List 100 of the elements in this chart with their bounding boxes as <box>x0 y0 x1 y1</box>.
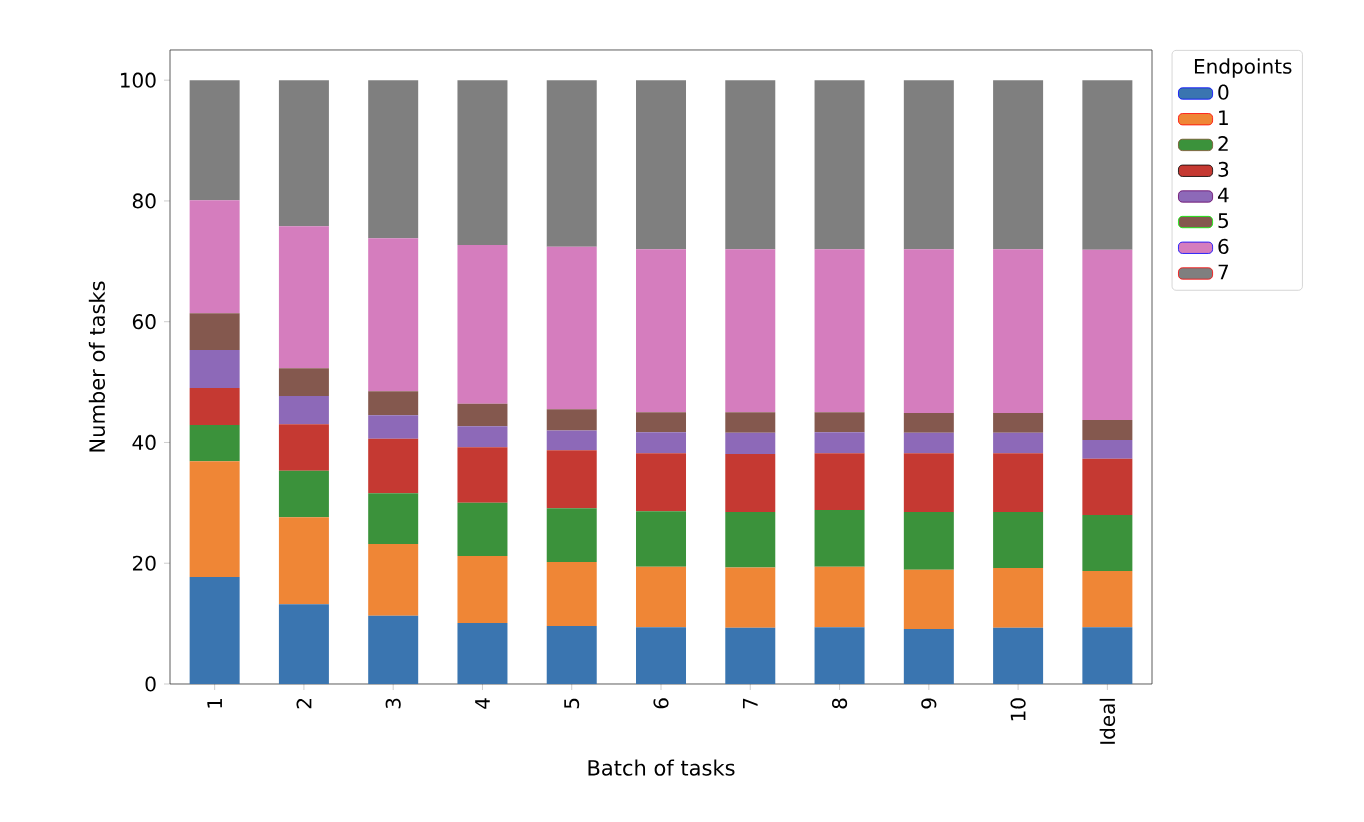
bar <box>903 569 954 630</box>
x-tick-label: Ideal <box>1099 698 1116 744</box>
bar <box>189 350 240 389</box>
bar <box>278 80 329 227</box>
bar <box>457 426 508 448</box>
x-tick-label: 1 <box>207 698 222 708</box>
bar <box>725 412 776 433</box>
bar <box>457 447 508 503</box>
bar <box>546 450 597 509</box>
bar <box>368 391 419 416</box>
y-tick-label: 60 <box>132 314 156 330</box>
bar <box>725 453 776 512</box>
bar <box>725 80 776 250</box>
x-tick-label: 7 <box>742 698 758 709</box>
legend-label: 1 <box>1219 110 1228 125</box>
x-tick-label: 6 <box>653 698 669 709</box>
bar <box>993 249 1044 413</box>
bar <box>546 409 597 431</box>
bar <box>278 395 329 425</box>
bar <box>814 432 865 454</box>
bar <box>457 623 508 684</box>
x-tick-label: 8 <box>831 698 848 709</box>
bar <box>1082 514 1133 572</box>
bar <box>368 238 419 392</box>
y-tick-label: 80 <box>132 193 156 209</box>
legend-label: 4 <box>1217 187 1229 203</box>
bar <box>368 80 419 239</box>
bar <box>814 412 865 433</box>
bar <box>1082 249 1133 421</box>
bar <box>546 562 597 627</box>
x-axis-title: Batch of tasks <box>588 759 735 776</box>
bar <box>457 80 508 246</box>
x-tick-label: 10 <box>1010 698 1026 721</box>
bar <box>189 424 240 462</box>
bar <box>814 510 865 567</box>
bar <box>725 567 776 628</box>
bar <box>636 627 687 684</box>
bar <box>189 80 240 201</box>
bar <box>1082 80 1133 250</box>
bar <box>546 246 597 410</box>
bar <box>368 493 419 544</box>
bar <box>636 432 687 454</box>
bar <box>903 80 954 250</box>
bar <box>1082 440 1133 459</box>
legend-label: 7 <box>1218 264 1229 280</box>
x-tick-label: 4 <box>475 698 490 709</box>
bar <box>993 627 1044 684</box>
bar <box>546 430 597 451</box>
bar <box>278 424 329 471</box>
bar <box>546 80 597 247</box>
bar <box>814 566 865 628</box>
y-tick-label: 40 <box>132 434 156 451</box>
bar <box>903 629 954 684</box>
bar <box>1082 458 1133 515</box>
bar <box>636 453 687 512</box>
bar <box>189 461 240 578</box>
bar <box>636 249 687 413</box>
bar <box>1082 571 1133 628</box>
bar <box>725 249 776 413</box>
bar <box>189 577 240 684</box>
bar <box>903 412 954 433</box>
bar <box>903 453 954 512</box>
bar <box>993 80 1044 250</box>
bar <box>457 502 508 556</box>
bar <box>725 511 776 568</box>
bar <box>814 80 865 250</box>
bar <box>636 511 687 567</box>
legend-label: 0 <box>1218 84 1229 100</box>
bar <box>368 438 419 494</box>
x-tick-label: 5 <box>564 698 580 709</box>
legend-label: 6 <box>1218 238 1229 254</box>
bar <box>278 226 329 369</box>
bar <box>546 508 597 563</box>
x-tick-label: 9 <box>921 698 937 709</box>
bar <box>189 313 240 351</box>
bar <box>903 511 954 570</box>
y-tick-label: 20 <box>132 555 156 571</box>
bar <box>636 412 687 433</box>
bar <box>993 453 1044 512</box>
bar <box>814 453 865 511</box>
bar <box>993 432 1044 454</box>
bar <box>368 615 419 684</box>
bar <box>189 200 240 314</box>
bar <box>636 566 687 628</box>
bar <box>1082 420 1133 441</box>
bar <box>725 627 776 684</box>
y-axis-title: Number of tasks <box>88 281 106 452</box>
bar <box>814 627 865 684</box>
bar <box>993 412 1044 433</box>
bar <box>546 626 597 684</box>
x-tick-label: 3 <box>385 698 401 709</box>
y-tick-label: 100 <box>120 72 156 88</box>
bar <box>278 470 329 518</box>
bar <box>993 568 1044 628</box>
bar <box>457 555 508 623</box>
bar <box>903 432 954 454</box>
bar <box>636 80 687 250</box>
bar <box>189 388 240 425</box>
bar <box>278 604 329 684</box>
bar <box>368 543 419 616</box>
